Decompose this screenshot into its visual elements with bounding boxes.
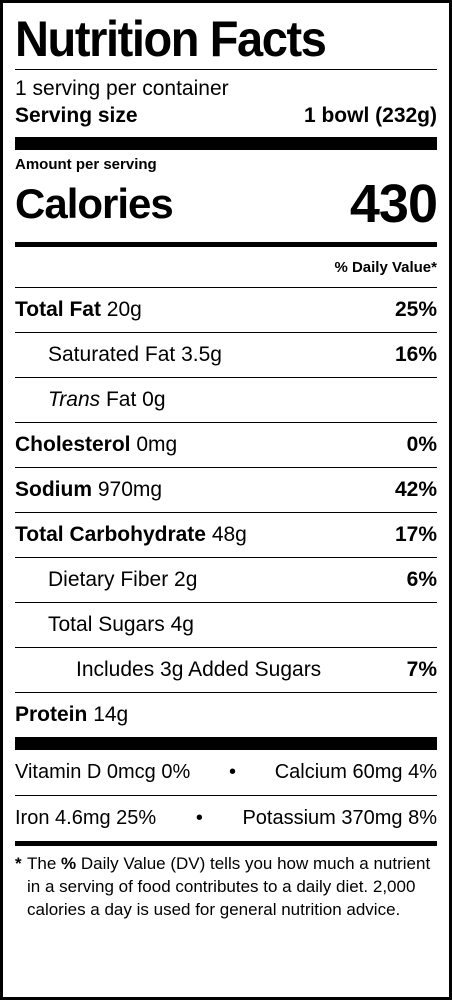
nutrient-row-added-sugars: Includes 3g Added Sugars 7% bbox=[15, 647, 437, 692]
nutrient-row-dietary-fiber: Dietary Fiber 2g 6% bbox=[15, 557, 437, 602]
nutrient-name: Trans bbox=[48, 388, 101, 411]
iron: Iron 4.6mg 25% bbox=[15, 807, 157, 829]
serving-size-row: Serving size 1 bowl (232g) bbox=[15, 102, 437, 130]
nutrient-dv: 7% bbox=[406, 658, 437, 681]
potassium: Potassium 370mg 8% bbox=[242, 807, 437, 829]
servings-per-container: 1 serving per container bbox=[15, 77, 229, 100]
nutrient-amount: 20g bbox=[106, 298, 142, 321]
nutrient-name: Cholesterol bbox=[15, 433, 131, 456]
daily-value-header-text: % Daily Value* bbox=[334, 258, 437, 276]
nutrient-dv: 0% bbox=[406, 433, 437, 456]
footnote-text: The bbox=[27, 854, 57, 873]
vitamin-separator: • bbox=[228, 761, 236, 783]
nutrient-row-sodium: Sodium 970mg 42% bbox=[15, 467, 437, 512]
nutrient-amount: 2g bbox=[174, 568, 198, 591]
vitamin-row: Vitamin D 0mcg 0% • Calcium 60mg 4% bbox=[15, 750, 437, 795]
nutrient-amount: 14g bbox=[93, 703, 129, 726]
footnote-percent: % bbox=[61, 854, 77, 873]
nutrient-name: Total Fat bbox=[15, 298, 101, 321]
daily-value-header: % Daily Value* bbox=[15, 247, 437, 287]
nutrient-amount: 48g bbox=[211, 523, 247, 546]
vitamin-row: Iron 4.6mg 25% • Potassium 370mg 8% bbox=[15, 796, 437, 841]
thick-divider bbox=[15, 137, 437, 150]
calcium: Calcium 60mg 4% bbox=[274, 761, 437, 783]
nutrient-amount: 4g bbox=[170, 613, 194, 636]
nutrient-name: Dietary Fiber bbox=[48, 568, 169, 591]
divider bbox=[15, 69, 437, 70]
nutrient-amount: 0g bbox=[142, 388, 166, 411]
nutrient-row-protein: Protein 14g bbox=[15, 692, 437, 737]
footnote-text: Daily Value (DV) tells you how much a nu… bbox=[27, 854, 431, 919]
amount-per-serving: Amount per serving bbox=[15, 156, 157, 173]
nutrient-dv: 42% bbox=[394, 478, 437, 501]
calories-row: Calories 430 bbox=[15, 174, 438, 234]
nutrient-row-saturated-fat: Saturated Fat 3.5g 16% bbox=[15, 332, 437, 377]
nutrient-amount: 3.5g bbox=[181, 343, 222, 366]
nutrient-name: Total Sugars bbox=[48, 613, 165, 636]
serving-size-value: 1 bowl (232g) bbox=[303, 104, 437, 127]
nutrient-name: Sodium bbox=[15, 478, 92, 501]
nutrient-dv: 6% bbox=[406, 568, 437, 591]
serving-size-label: Serving size bbox=[15, 104, 138, 127]
vitamin-d: Vitamin D 0mcg 0% bbox=[15, 761, 191, 783]
medium-divider bbox=[15, 841, 437, 846]
nutrient-amount: 970mg bbox=[97, 478, 163, 501]
nutrient-dv: 17% bbox=[394, 523, 437, 546]
vitamin-separator: • bbox=[195, 807, 203, 829]
nutrient-dv: 25% bbox=[394, 298, 437, 321]
medium-divider bbox=[15, 242, 437, 247]
nutrient-dv: 16% bbox=[394, 343, 437, 366]
footnote-star: * bbox=[15, 854, 22, 873]
thick-divider bbox=[15, 737, 437, 750]
nutrient-row-cholesterol: Cholesterol 0mg 0% bbox=[15, 422, 437, 467]
footnote: * The % Daily Value (DV) tells you how m… bbox=[15, 852, 437, 921]
nutrient-row-total-carbohydrate: Total Carbohydrate 48g 17% bbox=[15, 512, 437, 557]
nutrient-row-total-fat: Total Fat 20g 25% bbox=[15, 287, 437, 332]
nutrient-row-trans-fat: Trans Fat 0g bbox=[15, 377, 437, 422]
nutrient-name: Protein bbox=[15, 703, 88, 726]
calories-value: 430 bbox=[349, 174, 438, 234]
nutrient-name-rest: Fat bbox=[105, 388, 137, 411]
nutrient-name: Total Carbohydrate bbox=[15, 523, 206, 546]
nutrient-name: Includes 3g Added Sugars bbox=[76, 658, 322, 681]
nutrient-amount: 0mg bbox=[136, 433, 178, 456]
nutrient-name: Saturated Fat bbox=[48, 343, 176, 366]
nutrient-row-total-sugars: Total Sugars 4g bbox=[15, 602, 437, 647]
label-title: Nutrition Facts bbox=[15, 11, 327, 67]
divider bbox=[15, 795, 437, 796]
calories-label: Calories bbox=[15, 180, 174, 227]
